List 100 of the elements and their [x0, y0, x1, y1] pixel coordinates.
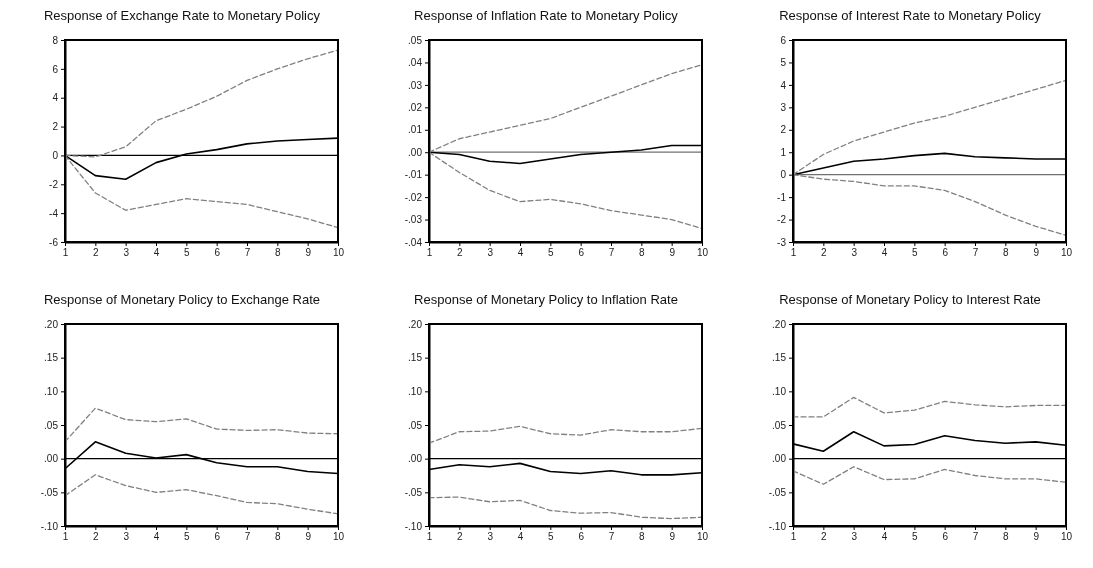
x-tick-label: 10 [1060, 531, 1073, 543]
x-tick-label: 6 [578, 531, 585, 543]
y-tick-label: .05 [44, 419, 59, 431]
y-tick-label: .01 [408, 124, 423, 136]
y-tick-label: .10 [772, 386, 787, 398]
y-tick-label: .20 [772, 318, 787, 330]
x-tick-label: 8 [639, 531, 646, 543]
y-tick-label: .03 [408, 79, 423, 91]
x-tick-label: 10 [696, 531, 709, 543]
y-tick-label: .00 [408, 453, 423, 465]
x-tick-label: 1 [790, 531, 797, 543]
y-tick-label: 5 [780, 57, 787, 69]
y-tick-label: .10 [408, 386, 423, 398]
x-tick-label: 10 [1060, 247, 1073, 259]
x-tick-label: 7 [608, 247, 615, 259]
x-tick-label: 5 [548, 247, 555, 259]
y-tick-label: -3 [777, 236, 787, 248]
x-tick-label: 2 [457, 531, 464, 543]
y-tick-label: .02 [408, 102, 423, 114]
x-tick-label: 5 [184, 247, 191, 259]
y-tick-label: 2 [780, 124, 787, 136]
x-tick-label: 2 [821, 247, 828, 259]
y-tick-label: -6 [49, 236, 59, 248]
y-tick-label: 3 [780, 102, 787, 114]
x-tick-label: 8 [1003, 531, 1010, 543]
y-tick-label: -2 [49, 178, 59, 190]
y-tick-label: -.05 [40, 487, 59, 499]
x-tick-label: 8 [639, 247, 646, 259]
y-tick-label: -.10 [768, 520, 787, 532]
x-tick-label: 7 [244, 247, 251, 259]
x-tick-label: 4 [881, 247, 888, 259]
x-tick-label: 1 [62, 531, 69, 543]
x-tick-label: 4 [517, 531, 524, 543]
y-tick-label: -.10 [404, 520, 423, 532]
x-tick-label: 8 [275, 247, 282, 259]
x-tick-label: 5 [548, 531, 555, 543]
x-tick-label: 9 [1033, 247, 1040, 259]
x-tick-label: 5 [912, 247, 919, 259]
x-tick-label: 2 [93, 247, 100, 259]
chart-title: Response of Exchange Rate to Monetary Policy [43, 8, 321, 23]
x-tick-label: 3 [851, 247, 858, 259]
x-tick-label: 1 [62, 247, 69, 259]
x-tick-label: 3 [487, 247, 494, 259]
chart-title: Response of Monetary Policy to Exchange Rate [43, 292, 321, 307]
y-tick-label: .05 [772, 419, 787, 431]
x-tick-label: 3 [487, 531, 494, 543]
x-tick-label: 6 [942, 247, 949, 259]
y-tick-label: 8 [52, 34, 59, 46]
y-tick-label: 4 [780, 79, 787, 91]
chart-title: Response of Monetary Policy to Interest Rate [779, 292, 1041, 307]
x-tick-label: 6 [942, 531, 949, 543]
x-tick-label: 10 [332, 531, 345, 543]
y-tick-label: -.02 [404, 191, 423, 203]
x-tick-label: 3 [123, 247, 130, 259]
x-tick-label: 4 [517, 247, 524, 259]
y-tick-label: 0 [780, 169, 787, 181]
y-tick-label: .10 [44, 386, 59, 398]
x-tick-label: 9 [1033, 531, 1040, 543]
x-tick-label: 4 [153, 247, 160, 259]
y-tick-label: 4 [52, 92, 59, 104]
x-tick-label: 10 [332, 247, 345, 259]
x-tick-label: 4 [153, 531, 160, 543]
x-tick-label: 7 [608, 531, 615, 543]
chart-title: Response of Monetary Policy to Inflation Rate [414, 292, 678, 307]
x-tick-label: 10 [696, 247, 709, 259]
y-tick-label: -.03 [404, 214, 423, 226]
y-tick-label: 6 [780, 34, 787, 46]
x-tick-label: 5 [912, 531, 919, 543]
y-tick-label: 0 [52, 150, 59, 162]
y-tick-label: -.10 [40, 520, 59, 532]
x-tick-label: 4 [881, 531, 888, 543]
x-tick-label: 2 [457, 247, 464, 259]
y-tick-label: .15 [772, 352, 787, 364]
y-tick-label: .20 [44, 318, 59, 330]
y-tick-label: .15 [408, 352, 423, 364]
y-tick-label: -.04 [404, 236, 423, 248]
x-tick-label: 6 [214, 247, 221, 259]
x-tick-label: 1 [426, 531, 433, 543]
y-tick-label: -.05 [768, 487, 787, 499]
y-tick-label: -.01 [404, 169, 423, 181]
x-tick-label: 8 [275, 531, 282, 543]
x-tick-label: 7 [244, 531, 251, 543]
x-tick-label: 3 [851, 531, 858, 543]
x-tick-label: 2 [93, 531, 100, 543]
y-tick-label: -1 [777, 191, 787, 203]
y-tick-label: .00 [408, 146, 423, 158]
x-tick-label: 1 [790, 247, 797, 259]
y-tick-label: 2 [52, 121, 59, 133]
chart-title: Response of Inflation Rate to Monetary Policy [414, 8, 679, 23]
x-tick-label: 9 [305, 531, 312, 543]
x-tick-label: 9 [669, 531, 676, 543]
y-tick-label: -2 [777, 214, 787, 226]
x-tick-label: 7 [972, 531, 979, 543]
x-tick-label: 5 [184, 531, 191, 543]
y-tick-label: .05 [408, 419, 423, 431]
y-tick-label: .04 [408, 57, 423, 69]
y-tick-label: .15 [44, 352, 59, 364]
x-tick-label: 6 [578, 247, 585, 259]
y-tick-label: .00 [44, 453, 59, 465]
x-tick-label: 3 [123, 531, 130, 543]
